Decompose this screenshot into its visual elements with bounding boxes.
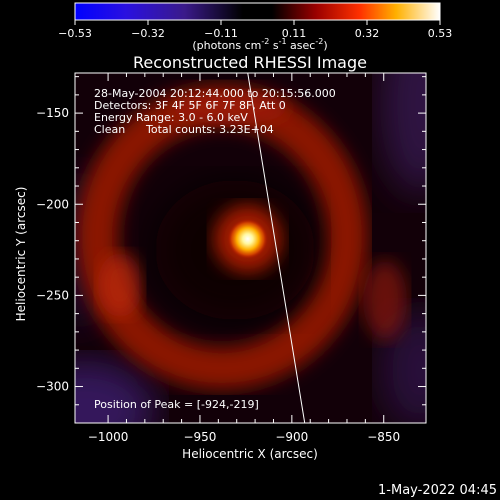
- chart-title: Reconstructed RHESSI Image: [133, 53, 367, 72]
- x-tick-label: −1000: [88, 430, 129, 444]
- colorbar-tick-label: 0.11: [282, 27, 307, 40]
- colorbar-tick-label: 0.32: [355, 27, 380, 40]
- colorbar-gradient: [74, 2, 441, 21]
- info-line-energy: Energy Range: 3.0 - 6.0 keV: [94, 111, 248, 124]
- y-tick-label: −150: [36, 106, 69, 120]
- negative-region-bottom-right: [380, 310, 426, 423]
- colorbar-tick-label: −0.53: [58, 27, 92, 40]
- x-tick-label: −950: [183, 430, 216, 444]
- y-tick-label: −300: [36, 380, 69, 394]
- y-tick-label: −200: [36, 197, 69, 211]
- info-line-clean: Clean: [94, 123, 125, 136]
- colorbar-tick-label: −0.32: [131, 27, 165, 40]
- plot-frame: [74, 72, 427, 424]
- negative-region-bottom-left: [75, 360, 155, 423]
- y-tick-label: −250: [36, 288, 69, 302]
- colorbar-tick-label: −0.11: [204, 27, 238, 40]
- x-tick-label: −850: [367, 430, 400, 444]
- info-line-time: 28-May-2004 20:12:44.000 to 20:15:56.000: [94, 87, 336, 100]
- colorbar-units: (photons cm-2 s-1 asec-2): [192, 37, 327, 52]
- render-timestamp: 1-May-2022 04:45: [378, 483, 497, 498]
- peak-source: [227, 218, 268, 259]
- heatmap-image: [75, 73, 426, 423]
- info-annotations: 28-May-2004 20:12:44.000 to 20:15:56.000…: [94, 87, 336, 411]
- colorbar-tick-label: 0.53: [428, 27, 453, 40]
- ring-bright-top: [170, 92, 290, 124]
- ring-bright-right: [363, 260, 407, 340]
- plot-area: −1000 −950 −900 −850 −300 −250 −200 −150: [36, 72, 427, 444]
- info-line-detectors: Detectors: 3F 4F 5F 6F 7F 8F, Att 0: [94, 99, 286, 112]
- axis-ticks: −1000 −950 −900 −850 −300 −250 −200 −150: [36, 73, 426, 444]
- info-line-counts: Total counts: 3.23E+04: [145, 123, 274, 136]
- colorbar-ticks: −0.53 −0.32 −0.11 0.11 0.32 0.53: [58, 20, 452, 40]
- y-axis-label: Heliocentric Y (arcsec): [14, 187, 28, 322]
- peak-position-label: Position of Peak = [-924,-219]: [94, 398, 259, 411]
- solar-limb-line: [247, 73, 306, 423]
- ring-bright-left: [98, 253, 142, 317]
- x-axis-label: Heliocentric X (arcsec): [182, 447, 318, 461]
- colorbar: −0.53 −0.32 −0.11 0.11 0.32 0.53 (photons cm-…: [58, 2, 452, 52]
- negative-region-top-right: [380, 73, 426, 195]
- x-tick-label: −900: [275, 430, 308, 444]
